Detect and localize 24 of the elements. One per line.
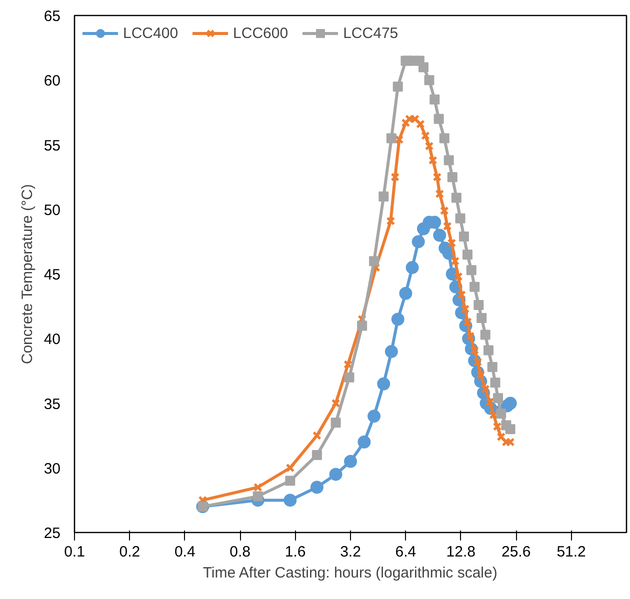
x-tick-label: 25.6 [502,544,531,560]
y-tick-label: 50 [44,202,61,219]
x-tick-label: 0.1 [64,544,85,560]
legend-label: LCC400 [123,24,178,42]
x-tick-label: 12.8 [446,544,476,560]
y-tick-label: 40 [44,331,61,348]
y-tick-label: 30 [44,460,61,478]
y-tick-label: 60 [44,72,61,90]
legend-label: LCC475 [343,24,398,42]
legend-label: LCC600 [233,24,288,42]
x-tick-label: 0.8 [230,544,251,560]
x-tick-label: 3.2 [340,544,361,560]
y-tick-label: 35 [44,396,61,413]
x-tick-label: 1.6 [284,544,306,560]
x-tick-label: 51.2 [556,544,586,560]
y-tick-label: 65 [44,8,61,25]
x-tick-label: 6.4 [395,544,416,560]
y-tick-label: 55 [44,137,61,154]
y-tick-label: 25 [44,525,61,542]
x-tick-label: 0.2 [119,544,140,560]
y-axis-title: Concrete Temperature (°C) [18,184,36,364]
x-axis-title: Time After Casting: hours (logarithmic scale) [202,564,498,582]
y-tick-label: 45 [44,266,61,284]
x-tick-label: 0.4 [174,544,196,560]
